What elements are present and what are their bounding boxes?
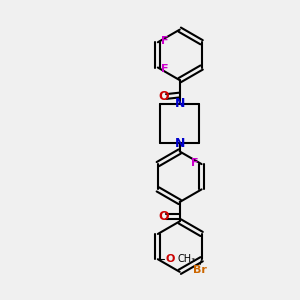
Text: F: F [161,64,169,74]
Text: CH₃: CH₃ [177,254,195,264]
Text: N: N [175,137,185,150]
Text: Br: Br [193,265,207,275]
Text: O: O [158,90,169,103]
Text: O: O [158,210,169,224]
Text: O: O [165,254,175,264]
Text: F: F [161,36,169,46]
Text: N: N [175,97,185,110]
Text: F: F [190,158,198,168]
